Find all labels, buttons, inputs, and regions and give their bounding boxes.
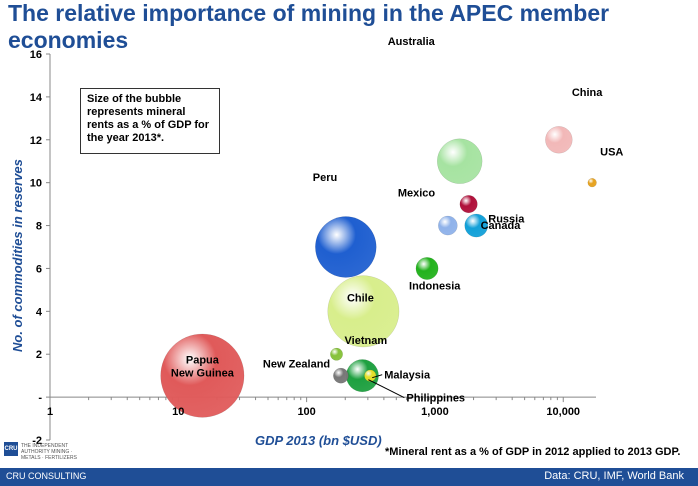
x-tick-label: 1,000 (421, 406, 449, 418)
y-tick-label: 8 (36, 221, 42, 233)
label-papua-new-guinea: Papua New Guinea (171, 355, 235, 380)
bubble-labels: Papua New Guinea Peru Chile Australia China US… (171, 36, 624, 404)
y-tick-label: -2 (32, 435, 42, 447)
x-axis-label: GDP 2013 (bn $USD) (255, 433, 382, 448)
label-australia: Australia (388, 36, 436, 48)
bubble-australia (436, 138, 483, 184)
label-indonesia: Indonesia (409, 280, 461, 292)
leader-line-philippines (368, 379, 405, 399)
bubble-mexico (438, 215, 458, 236)
y-tick-label: 4 (36, 306, 43, 318)
bubble-russia (464, 213, 489, 238)
bubbles (160, 126, 597, 418)
bubble-malaysia (364, 369, 377, 382)
label-usa: USA (600, 147, 623, 159)
bubble-new-zealand (333, 367, 349, 384)
label-china: China (572, 87, 603, 99)
y-axis-label: No. of commodities in reserves (10, 159, 25, 352)
label-mexico: Mexico (398, 188, 436, 200)
y-tick-label: 10 (30, 178, 42, 190)
label-chile: Chile (347, 292, 374, 304)
label-philippines: Philippines (406, 393, 465, 405)
footer-source: Data: CRU, IMF, World Bank (544, 470, 684, 482)
bubble-chile (327, 275, 400, 348)
leader-line-malaysia (372, 374, 383, 379)
bubble-size-note: Size of the bubble represents mineral re… (80, 88, 220, 154)
label-peru: Peru (313, 172, 337, 184)
y-tick-label: - (38, 392, 42, 404)
bubble-chart: Papua New Guinea Peru Chile Australia China US… (10, 36, 624, 448)
label-canada: Canada (481, 220, 522, 232)
label-new-zealand: New Zealand (263, 359, 330, 371)
bubble-canada (459, 195, 478, 214)
cru-logo: CRU (4, 442, 18, 456)
y-tick-label: 12 (30, 135, 42, 147)
x-tick-label: 1 (47, 406, 53, 418)
bubble-papua-new-guinea (160, 333, 245, 418)
label-vietnam: Vietnam (345, 335, 388, 347)
bubble-indonesia (415, 257, 439, 280)
footer-company: CRU CONSULTING (6, 471, 87, 481)
y-tick-label: 2 (36, 349, 42, 361)
label-russia: Russia (488, 214, 525, 226)
x-tick-label: 10 (172, 406, 184, 418)
label-malaysia: Malaysia (384, 370, 431, 382)
footnote: *Mineral rent as a % of GDP in 2012 appl… (385, 446, 681, 458)
y-tick-label: 14 (30, 92, 43, 104)
x-tick-label: 100 (297, 406, 315, 418)
bubble-china (545, 126, 573, 154)
y-tick-label: 6 (36, 263, 42, 275)
bubble-vietnam (330, 347, 343, 361)
bubble-usa (587, 178, 597, 188)
footer-bar: CRU CONSULTING Data: CRU, IMF, World Ban… (0, 468, 698, 486)
x-tick-label: 10,000 (546, 406, 580, 418)
bubble-peru (315, 216, 377, 278)
logo-tagline: THE INDEPENDENT AUTHORITY MINING · METAL… (21, 443, 77, 461)
axes (46, 53, 596, 441)
y-tick-label: 16 (30, 49, 42, 61)
chart-title: The relative importance of mining in the… (8, 0, 610, 53)
